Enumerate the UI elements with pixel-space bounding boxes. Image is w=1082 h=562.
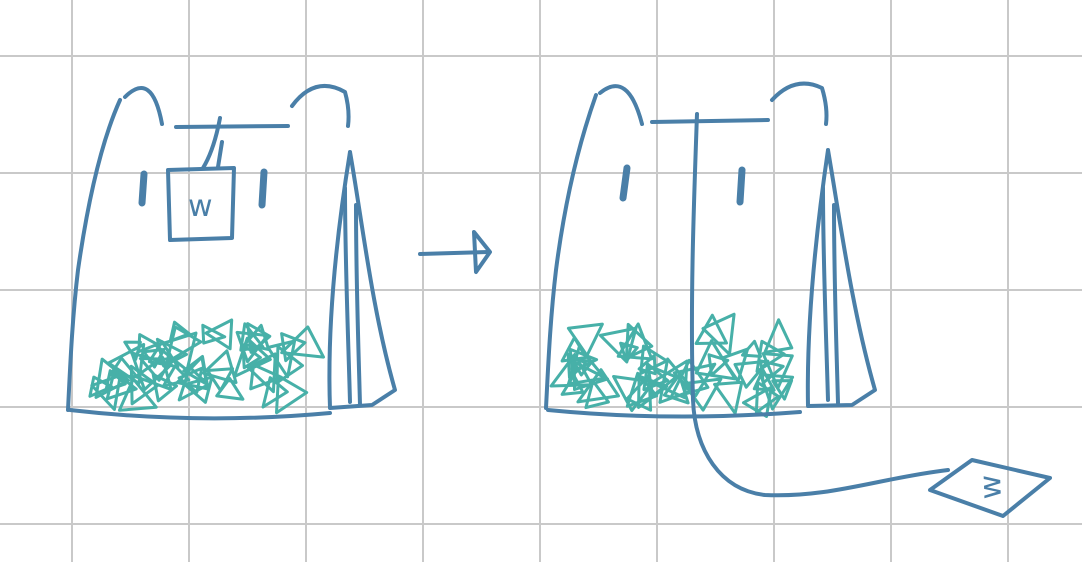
confetti-piece bbox=[161, 364, 191, 388]
right-arrow bbox=[418, 230, 492, 274]
confetti-piece bbox=[625, 373, 653, 412]
confetti-piece bbox=[560, 373, 585, 396]
tag-letter-after: w bbox=[973, 474, 1009, 500]
confetti-piece bbox=[733, 359, 770, 389]
confetti-piece bbox=[239, 322, 265, 352]
confetti-piece bbox=[266, 339, 297, 379]
bag-after-outline bbox=[544, 81, 1052, 518]
bag-before: w bbox=[66, 84, 397, 421]
confetti-piece bbox=[88, 375, 114, 398]
confetti-piece bbox=[650, 359, 689, 400]
confetti-piece bbox=[204, 318, 234, 351]
confetti-piece bbox=[560, 336, 588, 363]
eyes-before bbox=[138, 168, 268, 209]
confetti-piece bbox=[241, 343, 262, 370]
eyes-after bbox=[619, 164, 746, 206]
confetti-piece bbox=[625, 371, 659, 408]
confetti-piece bbox=[759, 373, 795, 411]
confetti-piece bbox=[701, 312, 736, 356]
confetti-piece bbox=[104, 369, 127, 393]
confetti-piece bbox=[105, 370, 138, 401]
tag-letter-before: w bbox=[188, 189, 213, 224]
confetti-piece bbox=[637, 354, 657, 376]
confetti-piece bbox=[713, 380, 744, 415]
confetti-piece bbox=[771, 379, 794, 401]
confetti-piece bbox=[584, 379, 610, 410]
confetti-pile-before bbox=[88, 318, 325, 415]
confetti-piece bbox=[280, 332, 307, 363]
confetti-piece bbox=[123, 340, 142, 361]
confetti-piece bbox=[549, 352, 594, 388]
confetti-piece bbox=[662, 373, 690, 405]
confetti-piece bbox=[742, 385, 773, 418]
confetti-piece bbox=[168, 320, 191, 343]
bag-before-outline bbox=[66, 84, 397, 421]
confetti-piece bbox=[90, 373, 122, 411]
confetti-piece bbox=[619, 341, 639, 363]
confetti-piece bbox=[612, 375, 655, 413]
confetti-piece bbox=[117, 377, 158, 412]
confetti-piece bbox=[616, 322, 654, 361]
bag-after: w bbox=[544, 81, 1052, 518]
confetti-piece bbox=[576, 368, 620, 404]
confetti-piece bbox=[763, 318, 794, 354]
confetti-piece bbox=[201, 349, 238, 385]
confetti-piece bbox=[107, 343, 146, 385]
confetti-piece bbox=[155, 337, 188, 368]
confetti-pile-after bbox=[549, 312, 795, 418]
confetti-piece bbox=[275, 374, 309, 415]
confetti-piece bbox=[246, 352, 277, 394]
confetti-piece bbox=[182, 355, 209, 386]
confetti-piece bbox=[761, 352, 794, 390]
confetti-piece bbox=[752, 368, 776, 392]
